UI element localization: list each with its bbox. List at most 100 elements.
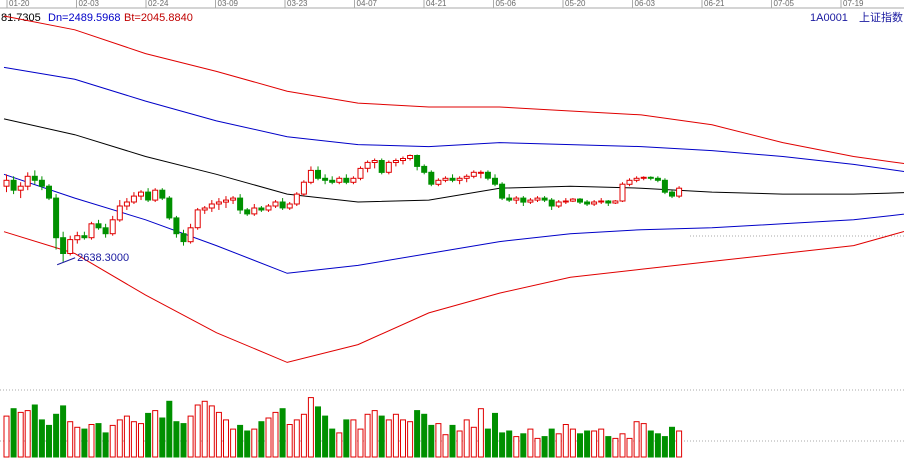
volume-bar xyxy=(626,437,633,458)
volume-bar xyxy=(669,426,675,458)
volume-bar xyxy=(315,406,321,458)
candle-body xyxy=(300,181,307,195)
candlestick-series xyxy=(3,154,683,262)
candle-body xyxy=(10,179,17,191)
date-tick-label: 05-06 xyxy=(496,0,517,8)
candle xyxy=(329,176,336,185)
volume-bar xyxy=(279,408,286,458)
candle xyxy=(138,190,144,201)
candle-body xyxy=(676,187,683,197)
candle xyxy=(24,172,31,191)
candle xyxy=(173,215,180,238)
candle xyxy=(520,196,527,206)
volume-bar xyxy=(534,437,541,458)
candle-body xyxy=(407,155,414,159)
candle xyxy=(215,198,222,210)
candle-body xyxy=(286,203,293,209)
candle xyxy=(669,190,675,199)
band-middle xyxy=(3,118,904,203)
volume-bar xyxy=(562,424,569,458)
candle-body xyxy=(67,239,74,255)
volume-bar xyxy=(477,408,484,458)
candle xyxy=(46,184,52,201)
date-tick-label: 07-05 xyxy=(774,0,795,8)
candle xyxy=(421,164,428,175)
low-annotation-label: 2638.3000 xyxy=(77,252,129,264)
candle-body xyxy=(223,199,229,203)
volume-bar xyxy=(392,413,399,458)
date-tick-label: 04-07 xyxy=(357,0,378,8)
candle xyxy=(484,170,491,181)
candle-body xyxy=(265,205,272,211)
candle-body xyxy=(81,235,88,239)
candle-body xyxy=(322,177,329,181)
volume-bar xyxy=(428,424,435,458)
volume-bar xyxy=(244,430,251,458)
volume-bar xyxy=(654,433,661,458)
volume-bar xyxy=(378,415,385,458)
candle-body xyxy=(548,199,555,207)
candle-body xyxy=(3,179,10,187)
candle xyxy=(633,176,640,183)
volume-bar xyxy=(385,419,392,458)
candle xyxy=(470,170,477,179)
volume-bar xyxy=(251,428,258,458)
candle-body xyxy=(555,201,562,207)
candle xyxy=(208,200,215,212)
symbol-name: 上证指数 xyxy=(859,10,903,24)
candle xyxy=(244,207,251,216)
candle-body xyxy=(598,200,605,203)
candle-body xyxy=(244,209,251,215)
candle xyxy=(343,174,350,185)
candle-body xyxy=(626,179,633,185)
candle xyxy=(187,223,194,244)
volume-bar xyxy=(130,421,137,458)
candle xyxy=(3,174,10,193)
volume-bar xyxy=(442,434,449,458)
candle xyxy=(591,200,598,206)
candle xyxy=(456,176,463,185)
candle-body xyxy=(187,227,194,243)
candle-body xyxy=(449,177,456,181)
volume-bar xyxy=(102,432,109,458)
candle-body xyxy=(38,179,45,187)
candle xyxy=(407,154,414,161)
candle xyxy=(10,176,17,195)
candle xyxy=(279,198,286,210)
volume-bar xyxy=(201,400,208,458)
volume-bar xyxy=(208,405,215,458)
candle-body xyxy=(95,223,102,229)
candle xyxy=(159,188,166,201)
date-tick-label: 03-09 xyxy=(218,0,239,8)
candle xyxy=(300,180,307,197)
candle-body xyxy=(88,223,95,239)
volume-bar xyxy=(145,412,152,458)
volume-bar xyxy=(272,411,279,458)
volume-bar xyxy=(605,436,612,458)
candle-body xyxy=(378,160,385,173)
volume-bar xyxy=(46,424,52,458)
volume-bar xyxy=(223,419,229,458)
candle-body xyxy=(414,155,421,167)
candle-body xyxy=(336,177,343,183)
candle-body xyxy=(215,201,222,205)
volume-bar xyxy=(661,436,668,458)
volume-bar xyxy=(612,437,619,458)
date-tick-label: 06-03 xyxy=(635,0,656,8)
volume-bar xyxy=(499,432,506,458)
candle-body xyxy=(251,207,258,215)
volume-bar xyxy=(286,424,293,458)
low-annotation-line xyxy=(56,257,76,266)
candle-body xyxy=(123,201,130,207)
volume-bar xyxy=(265,417,272,458)
volume-bar xyxy=(116,419,123,458)
candle-body xyxy=(109,219,116,235)
candle xyxy=(109,215,116,236)
volume-bar xyxy=(619,433,626,458)
candle-body xyxy=(74,235,81,241)
candle-body xyxy=(499,183,506,199)
candle-body xyxy=(392,160,399,163)
candle xyxy=(286,202,293,210)
candle-body xyxy=(527,199,534,203)
